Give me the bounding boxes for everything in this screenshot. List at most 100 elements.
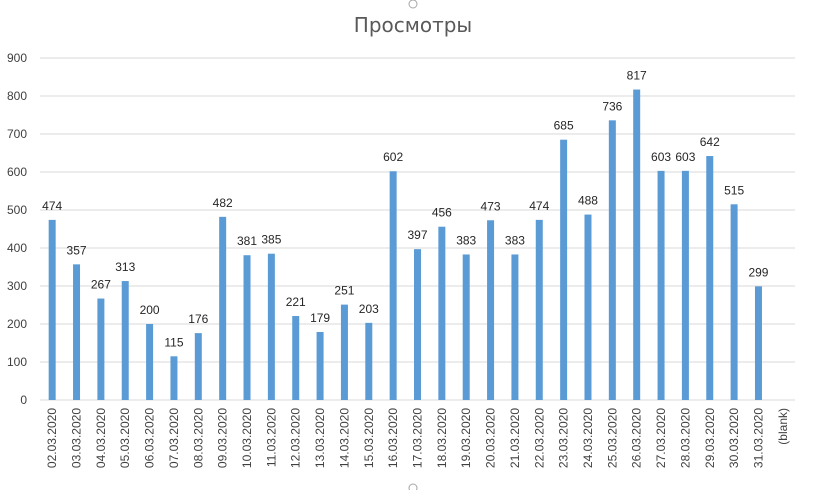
x-tick-label: 20.03.2020 (484, 408, 498, 468)
bar[interactable] (657, 170, 665, 400)
bar[interactable] (754, 286, 762, 400)
bar[interactable] (48, 219, 56, 400)
bar[interactable] (487, 220, 495, 400)
data-label: 602 (383, 150, 403, 164)
x-tick-label: 23.03.2020 (557, 408, 571, 468)
x-tick-label: 13.03.2020 (313, 408, 327, 468)
bar[interactable] (243, 255, 251, 400)
y-axis: 0 100 200 300 400 500 600 700 800 900 (7, 51, 27, 407)
bar[interactable] (389, 171, 397, 400)
bar[interactable] (219, 216, 227, 400)
data-label: 357 (67, 243, 87, 257)
x-tick-label: 04.03.2020 (94, 408, 108, 468)
bar[interactable] (267, 253, 275, 400)
data-label: 397 (407, 228, 427, 242)
x-tick-label: 21.03.2020 (508, 408, 522, 468)
x-tick-label: 25.03.2020 (605, 408, 619, 468)
x-tick-label: 09.03.2020 (216, 408, 230, 468)
x-tick-label: 05.03.2020 (118, 408, 132, 468)
data-label: 603 (675, 150, 695, 164)
data-label: 267 (91, 278, 111, 292)
x-tick-label: 19.03.2020 (459, 408, 473, 468)
data-label: 383 (505, 233, 525, 247)
data-label: 299 (748, 265, 768, 279)
y-tick-label: 500 (7, 203, 27, 217)
data-label: 176 (188, 312, 208, 326)
data-label: 115 (164, 335, 183, 349)
data-label: 474 (42, 199, 62, 213)
data-label: 381 (237, 234, 257, 248)
x-tick-label: 14.03.2020 (337, 408, 351, 468)
bar[interactable] (194, 333, 202, 400)
y-tick-label: 0 (20, 393, 27, 407)
bar[interactable] (414, 249, 421, 400)
bar[interactable] (706, 156, 714, 400)
x-tick-label: 22.03.2020 (532, 408, 546, 468)
bars (48, 89, 762, 400)
data-label: 642 (700, 135, 720, 149)
y-tick-label: 100 (7, 355, 27, 369)
data-label: 221 (286, 295, 306, 309)
bar[interactable] (73, 264, 81, 400)
y-tick-label: 300 (7, 279, 27, 293)
x-tick-label: 29.03.2020 (703, 408, 717, 468)
data-label: 488 (578, 194, 598, 208)
bar[interactable] (365, 322, 373, 400)
data-label: 736 (602, 99, 622, 113)
bar[interactable] (633, 89, 641, 400)
data-label: 603 (651, 150, 671, 164)
data-label: 474 (529, 199, 549, 213)
x-tick-label: 12.03.2020 (289, 408, 303, 468)
x-tick-label: 27.03.2020 (654, 408, 668, 468)
x-tick-label: 16.03.2020 (386, 408, 400, 468)
data-label: 817 (627, 69, 647, 83)
chart-title: Просмотры (354, 13, 472, 37)
data-label: 685 (554, 119, 574, 133)
data-label: 203 (359, 302, 379, 316)
data-label: 179 (310, 311, 330, 325)
y-tick-label: 700 (7, 127, 27, 141)
y-tick-label: 800 (7, 89, 27, 103)
x-tick-label: 30.03.2020 (727, 408, 741, 468)
bar[interactable] (292, 316, 300, 400)
data-label: 515 (724, 183, 744, 197)
bar[interactable] (681, 170, 689, 400)
bar[interactable] (535, 219, 543, 400)
y-tick-label: 600 (7, 165, 27, 179)
bar[interactable] (146, 324, 154, 400)
x-tick-label: 10.03.2020 (240, 408, 254, 468)
y-tick-label: 200 (7, 317, 27, 331)
data-label: 385 (261, 233, 281, 247)
x-tick-label: 24.03.2020 (581, 408, 595, 468)
gridlines (40, 57, 795, 401)
x-tick-label: 03.03.2020 (70, 408, 84, 468)
bar[interactable] (730, 204, 738, 400)
x-tick-label: 02.03.2020 (45, 408, 59, 468)
bar[interactable] (340, 304, 348, 400)
x-tick-label: 11.03.2020 (264, 408, 278, 467)
y-tick-label: 900 (7, 51, 27, 65)
resize-handle-bottom[interactable] (408, 483, 418, 490)
y-tick-label: 400 (7, 241, 27, 255)
bar[interactable] (608, 120, 616, 400)
data-label: 482 (213, 196, 233, 210)
x-tick-label: (blank) (776, 408, 790, 445)
x-tick-label: 31.03.2020 (751, 408, 765, 468)
x-axis: 02.03.2020 03.03.2020 04.03.2020 05.03.2020… (45, 408, 790, 468)
bar[interactable] (170, 356, 178, 400)
bar[interactable] (438, 226, 446, 400)
resize-handle-top[interactable] (408, 0, 418, 9)
x-tick-label: 17.03.2020 (411, 408, 425, 468)
bar[interactable] (316, 331, 324, 400)
bar[interactable] (560, 139, 568, 400)
bar[interactable] (584, 214, 592, 400)
bar[interactable] (462, 254, 470, 400)
bar[interactable] (121, 281, 129, 400)
x-tick-label: 07.03.2020 (167, 408, 181, 468)
x-tick-label: 06.03.2020 (143, 408, 157, 468)
bar[interactable] (97, 298, 105, 400)
data-label: 313 (115, 260, 135, 274)
x-tick-label: 08.03.2020 (191, 408, 205, 468)
bar[interactable] (511, 254, 519, 400)
